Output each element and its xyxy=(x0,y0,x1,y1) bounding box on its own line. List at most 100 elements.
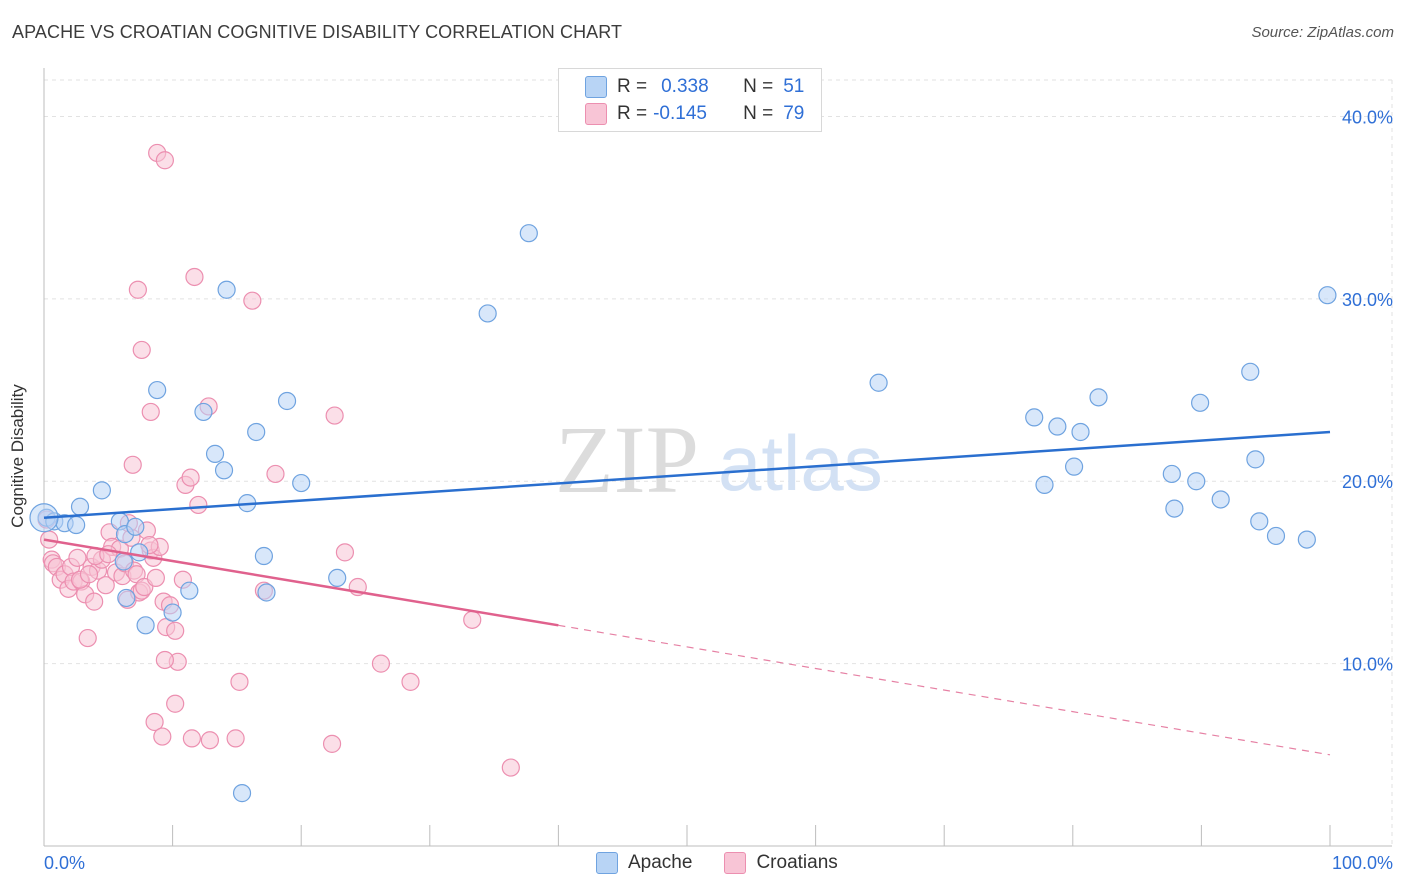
apache-point-12 xyxy=(136,616,155,635)
y-tick-label-0: 10.0% xyxy=(1342,655,1393,675)
apache-point-26 xyxy=(328,568,347,588)
croatians-trend-line xyxy=(43,538,559,627)
apache-point-11 xyxy=(130,543,149,562)
correlation-legend: R = 0.338 N = 51 R = -0.145 N = 79 xyxy=(558,68,822,132)
croatian-point-60 xyxy=(401,672,420,691)
tick-labels: 10.0% 20.0% 30.0% 40.0% 0.0% 100.0% xyxy=(44,107,1393,873)
apache-point-42 xyxy=(1241,362,1260,381)
croatian-point-49 xyxy=(141,402,160,422)
apache-n-value: 51 xyxy=(783,76,805,97)
croatian-point-52 xyxy=(185,267,204,287)
apache-point-13 xyxy=(148,380,167,400)
apache-point-5 xyxy=(92,481,111,500)
croatian-point-73 xyxy=(79,565,99,584)
apache-point-40 xyxy=(1191,393,1210,412)
legend-row-croatians: R = -0.145 N = 79 xyxy=(585,101,804,127)
croatian-point-13 xyxy=(78,628,97,648)
y-tick-label-2: 30.0% xyxy=(1342,290,1393,310)
apache-point-33 xyxy=(1048,417,1067,436)
apache-point-32 xyxy=(1035,475,1054,494)
y-axis-label: Cognitive Disability xyxy=(8,384,27,528)
croatian-point-35 xyxy=(146,568,165,588)
apache-point-10 xyxy=(126,517,145,536)
croatian-point-69 xyxy=(230,672,249,691)
apache-point-45 xyxy=(1266,526,1286,546)
x-tick-label-0: 0.0% xyxy=(44,853,85,873)
apache-point-28 xyxy=(519,224,538,243)
apache-point-4 xyxy=(70,497,90,516)
croatian-point-18 xyxy=(96,576,115,595)
apache-point-31 xyxy=(1025,408,1044,427)
croatians-r-value: -0.145 xyxy=(653,103,707,124)
apache-point-9 xyxy=(117,588,136,608)
croatian-point-65 xyxy=(166,694,185,713)
apache-point-14 xyxy=(163,603,182,622)
apache-point-41 xyxy=(1211,490,1230,509)
apache-point-24 xyxy=(277,391,297,411)
croatian-point-64 xyxy=(153,727,172,746)
croatian-point-51 xyxy=(155,151,174,170)
apache-point-27 xyxy=(478,304,497,323)
legend-row-apache: R = 0.338 N = 51 xyxy=(585,74,804,100)
apache-point-30 xyxy=(869,373,888,392)
croatian-point-71 xyxy=(155,650,174,670)
apache-point-18 xyxy=(214,461,234,480)
source-label: Source: ZipAtlas.com xyxy=(1251,24,1394,41)
apache-point-35 xyxy=(1071,422,1090,442)
apache-point-38 xyxy=(1165,499,1184,518)
apache-point-21 xyxy=(247,422,266,442)
series-croatians-points xyxy=(37,143,520,777)
croatians-legend-swatch xyxy=(724,852,747,874)
croatians-r-label: R = xyxy=(617,103,648,124)
series-legend: Apache Croatians xyxy=(596,852,870,874)
apache-point-46 xyxy=(1297,530,1316,549)
apache-point-39 xyxy=(1187,472,1206,491)
series-apache-points xyxy=(29,224,1337,803)
apache-trend-line xyxy=(43,430,1331,519)
croatian-point-48 xyxy=(123,455,142,474)
chart-title: APACHE VS CROATIAN COGNITIVE DISABILITY … xyxy=(12,22,623,42)
watermark: ZIP atlas xyxy=(555,406,883,513)
y-tick-label-1: 20.0% xyxy=(1342,472,1393,492)
croatian-point-70 xyxy=(322,734,342,753)
croatian-point-44 xyxy=(189,495,208,515)
croatian-point-61 xyxy=(463,610,482,629)
croatian-point-53 xyxy=(243,291,262,310)
croatian-point-62 xyxy=(501,758,520,777)
apache-point-36 xyxy=(1089,388,1108,407)
croatians-n-label: N = xyxy=(743,103,774,124)
croatian-point-43 xyxy=(181,468,200,487)
croatians-swatch xyxy=(585,103,607,125)
croatian-point-67 xyxy=(200,731,219,750)
croatian-point-59 xyxy=(371,654,391,673)
croatians-trend-extension xyxy=(558,624,1331,756)
apache-swatch xyxy=(585,76,607,98)
watermark-zip: ZIP xyxy=(555,406,699,513)
croatian-point-40 xyxy=(166,621,185,640)
apache-point-44 xyxy=(1250,512,1269,531)
apache-point-22 xyxy=(254,546,274,566)
apache-point-8 xyxy=(114,552,133,571)
apache-point-19 xyxy=(217,280,236,299)
croatian-point-63 xyxy=(145,712,164,732)
croatian-point-57 xyxy=(335,543,355,562)
apache-point-3 xyxy=(67,515,86,535)
axes xyxy=(43,68,1392,847)
apache-point-29 xyxy=(232,784,252,803)
legend-item-apache: Apache xyxy=(596,852,692,874)
apache-point-34 xyxy=(1064,457,1084,476)
y-tick-label-3: 40.0% xyxy=(1342,107,1393,127)
croatian-point-55 xyxy=(266,464,285,484)
trend-lines xyxy=(43,430,1331,756)
croatian-point-56 xyxy=(325,406,344,425)
x-tick-label-1: 100.0% xyxy=(1332,853,1393,873)
croatians-n-value: 79 xyxy=(783,103,805,124)
apache-r-label: R = xyxy=(617,76,648,97)
croatian-point-66 xyxy=(182,729,201,748)
apache-r-value: 0.338 xyxy=(661,76,709,97)
apache-n-label: N = xyxy=(743,76,774,97)
croatian-point-68 xyxy=(226,729,245,748)
apache-point-23 xyxy=(257,583,276,602)
croatian-point-47 xyxy=(132,340,151,360)
